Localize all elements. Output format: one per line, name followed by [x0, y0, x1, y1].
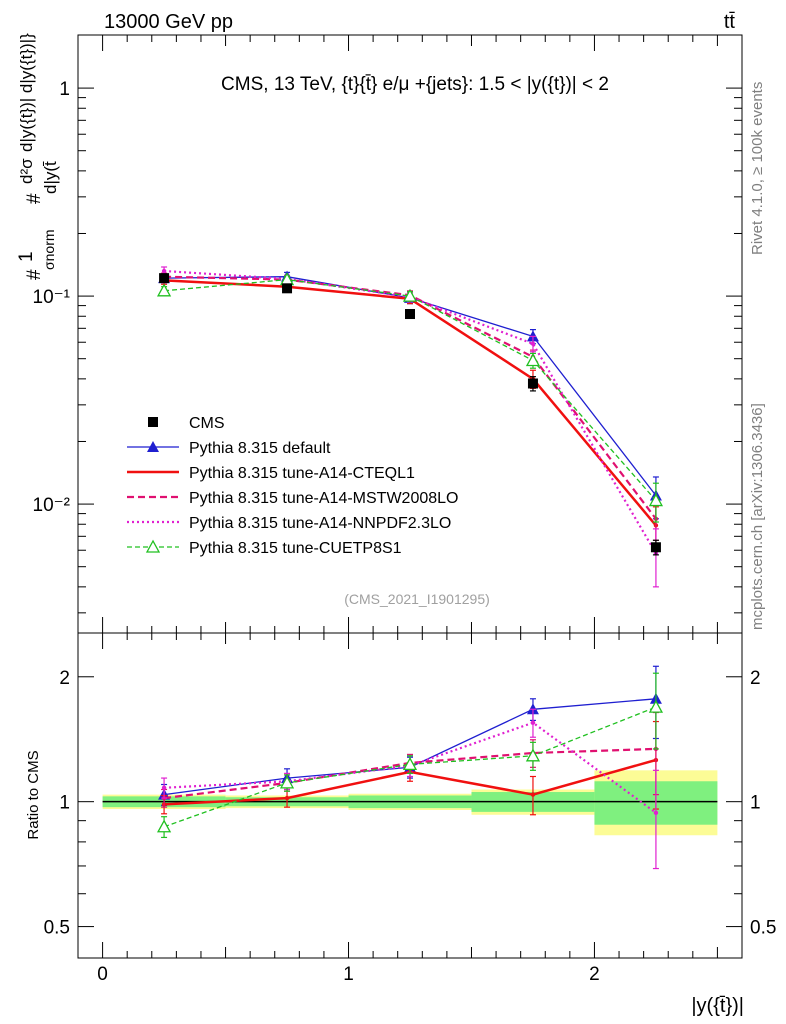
legend-marker-CMS	[148, 417, 158, 427]
svg-text:d|y(t̄: d|y(t̄	[41, 161, 60, 194]
svg-text:d|y({t})| d|y({t})|}: d|y({t})| d|y({t})|}	[17, 33, 36, 152]
ratio-point-NNPDF-3	[530, 720, 536, 725]
svg-text:1: 1	[16, 251, 37, 262]
ylabel-sigma-norm: σnorm	[41, 229, 57, 270]
main-line-NNPDF	[164, 269, 657, 554]
main-point-CUETP8S1-4	[648, 493, 664, 507]
ylabel-denominator-1: d|y({t})| d|y({t})|}	[17, 33, 36, 152]
main-plot-marks	[156, 266, 664, 588]
ratio-y-tick-label-right-1: 1	[750, 793, 761, 814]
legend-label-CMS: CMS	[189, 415, 225, 432]
ratio-x-tick-label-0: 0	[97, 964, 108, 985]
ratio-point-CUETP8S1-0	[156, 819, 172, 833]
x-axis-label: |y({t̄})|	[691, 995, 744, 1017]
ratio-y-tick-label-1: 1	[59, 793, 70, 814]
main-point-CMS-3	[527, 378, 538, 389]
main-point-CUETP8S1-3	[525, 353, 541, 367]
ratio-y-tick-label-0: 0.5	[44, 918, 70, 939]
ratio-y-tick-label-right-2: 2	[750, 668, 761, 689]
ratio-point-CTEQL1-3	[530, 792, 536, 797]
legend-label-CUETP8S1: Pythia 8.315 tune-CUETP8S1	[189, 540, 402, 557]
main-point-CUETP8S1-2	[402, 288, 418, 302]
energy-label: 13000 GeV pp	[104, 11, 233, 33]
ratio-plot-marks	[156, 665, 664, 870]
legend-marker-CUETP8S1	[145, 539, 161, 553]
main-plot-title: CMS, 13 TeV, {t}{t̄} e/μ +{jets}: 1.5 < …	[221, 74, 609, 95]
axes: 10⁻² 10⁻¹ 1 0 1 2 0.5 0.5 1 1 2 2	[33, 34, 776, 985]
ylabel-denominator-2: d|y(t̄	[41, 161, 60, 194]
legend-label-MSTW: Pythia 8.315 tune-A14-MSTW2008LO	[189, 490, 458, 507]
ratio-y-tick-label-2: 2	[59, 668, 70, 689]
legend-label-CTEQL1: Pythia 8.315 tune-A14-CTEQL1	[189, 465, 415, 482]
ylabel-d2sigma: d²σ	[17, 158, 36, 184]
main-point-CMS-1	[282, 283, 293, 294]
ratio-point-CUETP8S1-3	[525, 748, 541, 762]
legend-label-default: Pythia 8.315 default	[189, 440, 331, 457]
legend-marker-default	[147, 441, 159, 452]
main-y-tick-label-0: 10⁻²	[33, 495, 71, 516]
main-point-CMS-0	[159, 273, 170, 284]
mcplots-label: mcplots.cern.ch [arXiv:1306.3436]	[749, 403, 766, 630]
process-label: tt̄	[724, 11, 736, 33]
legend-label-NNPDF: Pythia 8.315 tune-A14-NNPDF2.3LO	[189, 515, 451, 532]
ratio-x-tick-label-2: 2	[589, 964, 600, 985]
ylabel-hash-2: #	[24, 193, 45, 204]
main-point-NNPDF-0	[161, 268, 167, 274]
main-point-CMS-4	[650, 542, 661, 553]
ratio-y-axis-label: Ratio to CMS	[25, 750, 42, 839]
ylabel-hash-1: #	[24, 269, 45, 280]
ratio-point-NNPDF-0	[161, 785, 167, 791]
main-y-axis-label: # 1 σnorm # d²σ d|y({t})| d|y({t})|} d|y…	[16, 33, 60, 280]
svg-text:#: #	[24, 269, 45, 280]
analysis-annotation: (CMS_2021_I1901295)	[344, 591, 490, 607]
svg-text:σnorm: σnorm	[41, 229, 57, 270]
legend: CMS Pythia 8.315 default Pythia 8.315 tune…	[127, 415, 458, 557]
main-plot-frame	[77, 34, 743, 634]
main-point-CMS-2	[405, 309, 415, 320]
ratio-plot-frame	[77, 632, 743, 959]
main-line-CUETP8S1	[164, 278, 657, 501]
svg-text:d²σ: d²σ	[17, 158, 36, 184]
main-point-CUETP8S1-0	[156, 283, 172, 297]
ylabel-one: 1	[16, 251, 37, 262]
main-y-tick-label-1: 10⁻¹	[33, 287, 71, 308]
main-y-tick-label-2: 1	[59, 79, 70, 100]
ratio-point-CTEQL1-1	[284, 795, 290, 801]
main-point-NNPDF-3	[530, 341, 536, 346]
ratio-point-CUETP8S1-4	[648, 699, 664, 713]
svg-text:#: #	[24, 193, 45, 204]
ratio-point-NNPDF-4	[653, 810, 659, 816]
ratio-point-CUETP8S1-1	[279, 775, 295, 789]
ratio-y-tick-label-right-0: 0.5	[750, 918, 776, 939]
ratio-x-tick-label-1: 1	[343, 964, 354, 985]
rivet-version-label: Rivet 4.1.0, ≥ 100k events	[749, 82, 766, 255]
ratio-point-CUETP8S1-2	[402, 757, 418, 771]
